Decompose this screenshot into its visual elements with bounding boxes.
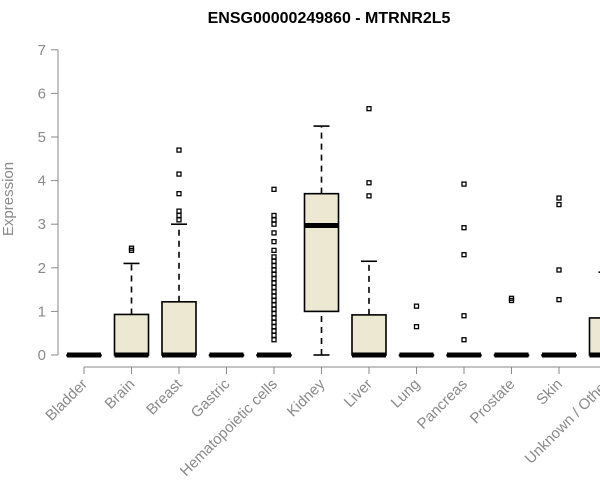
box-group — [208, 352, 245, 358]
box-group — [66, 352, 102, 358]
outlier-point — [271, 217, 277, 223]
outlier-point — [176, 212, 182, 219]
outlier-point — [556, 296, 562, 303]
outlier-point — [271, 271, 277, 277]
iqr-box — [588, 317, 600, 356]
x-tick-label: Liver — [341, 376, 376, 411]
outlier-point — [461, 313, 467, 319]
x-tick-label: Gastric — [188, 375, 234, 421]
y-tick-label: 7 — [38, 42, 46, 59]
y-tick-label: 1 — [38, 303, 46, 320]
outlier-point — [271, 306, 277, 312]
outlier-point — [271, 284, 277, 291]
outlier-point — [271, 302, 277, 308]
outlier-point — [271, 276, 277, 282]
outlier-point — [461, 225, 467, 231]
outlier-point — [413, 303, 420, 309]
box-group — [256, 186, 292, 358]
outlier-point — [271, 324, 277, 330]
outlier-point — [271, 267, 277, 273]
x-tick-label: Bladder — [42, 376, 91, 425]
x-tick-label: Kidney — [284, 375, 329, 420]
y-tick-label: 2 — [38, 260, 46, 277]
outlier-point — [271, 230, 277, 236]
plot-area — [66, 106, 600, 358]
y-tick-label: 4 — [38, 173, 46, 190]
outlier-point — [271, 212, 277, 219]
box-group — [588, 271, 600, 358]
outlier-point — [461, 252, 467, 258]
outlier-point — [271, 254, 277, 260]
box-group — [113, 245, 150, 358]
outlier-point — [176, 217, 182, 223]
x-tick-label: Pancreas — [414, 376, 471, 433]
outlier-point — [271, 319, 277, 325]
iqr-box — [303, 192, 340, 313]
outlier-point — [128, 245, 135, 251]
x-tick-label: Prostate — [467, 376, 519, 428]
outlier-point — [271, 221, 277, 227]
box-group — [446, 181, 482, 358]
y-axis-label: Expression — [0, 162, 17, 236]
y-axis: 0 1 2 3 4 5 6 7 — [38, 42, 59, 364]
x-tick-label: Brain — [102, 376, 139, 413]
outlier-point — [556, 201, 562, 208]
y-tick-label: 6 — [38, 85, 46, 102]
outlier-point — [271, 262, 277, 269]
outlier-point — [176, 171, 182, 177]
outlier-point — [366, 180, 372, 186]
outlier-point — [508, 295, 515, 301]
box-group — [303, 125, 340, 356]
outlier-point — [271, 293, 277, 299]
y-tick-label: 3 — [38, 216, 46, 233]
outlier-point — [413, 324, 420, 330]
iqr-box — [351, 314, 387, 356]
outlier-point — [271, 337, 277, 343]
iqr-box — [113, 313, 150, 356]
iqr-box — [161, 301, 197, 356]
outlier-point — [556, 195, 562, 201]
outlier-point — [366, 193, 372, 199]
box-group — [161, 147, 197, 358]
outlier-point — [271, 297, 277, 304]
box-group — [351, 106, 387, 358]
outlier-point — [461, 337, 467, 343]
chart-title: ENSG00000249860 - MTRNR2L5 — [208, 10, 451, 27]
x-tick-label: Skin — [533, 376, 566, 409]
outlier-point — [271, 332, 277, 339]
outlier-point — [176, 147, 182, 153]
outlier-point — [271, 280, 277, 286]
outlier-point — [366, 106, 372, 112]
outlier-point — [271, 315, 277, 321]
outlier-point — [271, 289, 277, 295]
y-tick-label: 0 — [38, 347, 46, 364]
outlier-point — [461, 181, 467, 187]
box-group — [493, 295, 530, 358]
outlier-point — [271, 238, 277, 245]
y-tick-label: 5 — [38, 129, 46, 146]
x-tick-label: Breast — [143, 375, 186, 418]
outlier-point — [176, 208, 182, 214]
box-group — [398, 303, 435, 358]
box-group — [541, 195, 577, 358]
outlier-point — [271, 186, 277, 192]
outlier-point — [271, 328, 277, 334]
outlier-point — [556, 267, 562, 273]
outlier-point — [176, 191, 182, 197]
outlier-point — [271, 310, 277, 317]
x-tick-label: Lung — [388, 376, 424, 412]
outlier-point — [271, 258, 277, 264]
outlier-point — [271, 247, 277, 254]
